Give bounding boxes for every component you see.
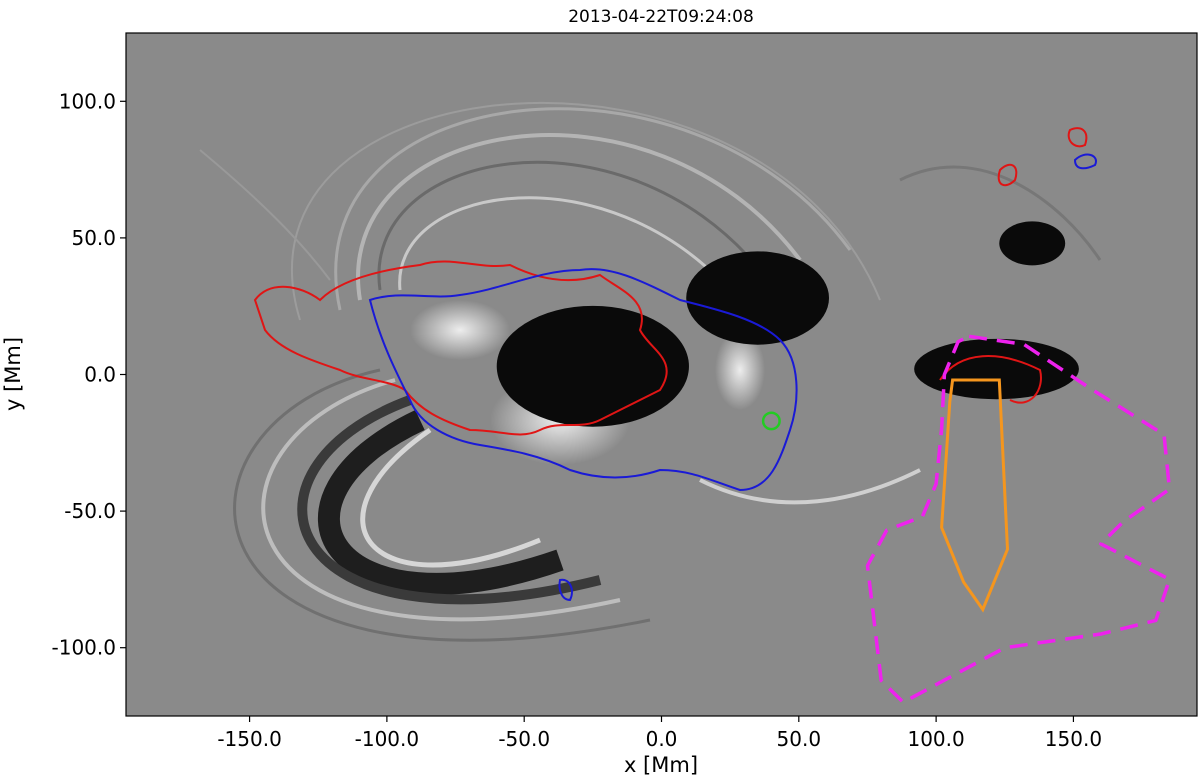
x-tick-label: -150.0 xyxy=(217,727,281,751)
green-contour xyxy=(761,411,781,431)
x-tick-label: 150.0 xyxy=(1045,727,1102,751)
y-tick-label: 100.0 xyxy=(59,89,116,113)
x-tick-label: 50.0 xyxy=(777,727,822,751)
negative-polarity-contour xyxy=(368,268,798,492)
x-axis-label: x [Mm] xyxy=(624,753,698,777)
x-tick-label: 100.0 xyxy=(907,727,964,751)
overlay-layer xyxy=(761,334,1172,705)
dark-patch xyxy=(496,305,689,427)
y-axis-ticks: 100.0 50.0 0.0 -50.0 -100.0 xyxy=(52,89,126,660)
dark-patch xyxy=(686,251,830,345)
y-tick-label: -50.0 xyxy=(64,499,116,523)
coronal-loops xyxy=(199,101,1102,642)
x-tick-label: -100.0 xyxy=(355,727,419,751)
y-tick-label: 0.0 xyxy=(84,363,116,387)
dark-patches xyxy=(496,221,1079,427)
x-tick-label: -50.0 xyxy=(498,727,550,751)
solar-image xyxy=(126,33,1197,716)
orange-region-outline xyxy=(940,378,1010,613)
magnetic-contours xyxy=(253,127,1097,602)
x-tick-label: 0.0 xyxy=(646,727,678,751)
x-axis-ticks: -150.0 -100.0 -50.0 0.0 50.0 100.0 150.0 xyxy=(217,716,1102,751)
dark-patch xyxy=(914,338,1079,400)
y-tick-label: -100.0 xyxy=(52,636,116,660)
dark-patch xyxy=(999,221,1066,266)
magenta-dashed-region xyxy=(865,334,1172,705)
y-tick-label: 50.0 xyxy=(71,226,116,250)
plot-title: 2013-04-22T09:24:08 xyxy=(568,7,754,27)
y-axis-label: y [Mm] xyxy=(1,337,25,411)
